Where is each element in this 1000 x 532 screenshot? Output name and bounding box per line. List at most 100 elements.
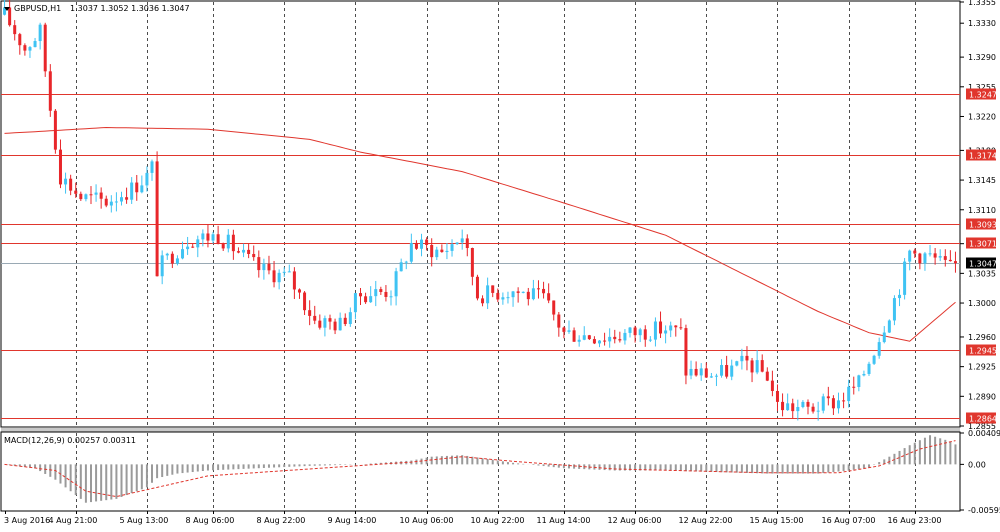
candle-body	[811, 406, 815, 412]
candle-body	[318, 320, 322, 328]
candle-body	[898, 294, 902, 299]
candle-body	[491, 285, 495, 293]
candle-body	[643, 329, 647, 340]
macd-panel[interactable]: 0.00409 0.00 -0.00595 MACD(12,26,9) 0.0025…	[0, 429, 1000, 515]
candle-body	[18, 34, 22, 46]
candle-body	[933, 253, 937, 258]
candle-body	[689, 368, 693, 376]
candle-body	[455, 242, 459, 245]
candle-body	[201, 233, 205, 240]
candle-body	[430, 244, 434, 258]
candle-body	[908, 250, 912, 262]
candle-body	[287, 271, 291, 273]
candle-body	[369, 296, 373, 303]
candle-body	[781, 401, 785, 411]
candle-body	[903, 261, 907, 295]
candle-body	[450, 244, 454, 251]
candle-body	[536, 288, 540, 290]
candle-body	[760, 360, 764, 372]
price-panel[interactable]: 1.33551.33301.32901.32551.32201.31801.31…	[0, 0, 997, 431]
candle-body	[364, 296, 368, 303]
candle-body	[267, 263, 271, 271]
candle-body	[206, 233, 210, 241]
candle-body	[353, 293, 357, 313]
candle-body	[481, 298, 485, 304]
candle-body	[297, 289, 301, 293]
candle-body	[84, 194, 88, 200]
x-tick-label: 3 Aug 2016	[4, 516, 50, 525]
candle-body	[618, 339, 622, 341]
candle-body	[475, 276, 479, 299]
candle-body	[699, 368, 703, 376]
candle-body	[852, 386, 856, 388]
y-tick-label: 1.3290	[968, 53, 996, 62]
candle-body	[94, 192, 98, 195]
candle-body	[221, 244, 225, 249]
candle-body	[181, 249, 185, 259]
candle-body	[150, 161, 154, 173]
candle-body	[394, 271, 398, 297]
candle-body	[816, 410, 820, 412]
candle-body	[714, 375, 718, 377]
candle-body	[470, 247, 474, 277]
candle-body	[89, 194, 93, 196]
panel-separator	[1, 428, 960, 432]
candle-body	[445, 250, 449, 253]
x-tick-label: 12 Aug 06:00	[608, 516, 662, 525]
macd-title: MACD(12,26,9) 0.00257 0.00311	[4, 436, 136, 445]
candle-body	[826, 396, 830, 399]
candle-body	[109, 201, 113, 206]
y-tick-label: 1.3255	[968, 83, 996, 92]
candle-body	[674, 325, 678, 328]
candle-body	[623, 332, 627, 341]
candle-body	[114, 201, 118, 203]
candle-body	[175, 258, 179, 264]
candle-body	[348, 312, 352, 325]
candle-body	[694, 368, 698, 376]
candle-body	[603, 340, 607, 342]
candle-body	[420, 239, 424, 249]
candle-body	[374, 289, 378, 297]
candle-body	[567, 330, 571, 332]
candle-body	[211, 234, 215, 241]
y-tick-label: 1.3355	[968, 0, 996, 7]
candle-body	[511, 291, 515, 298]
candle-body	[359, 293, 362, 297]
candle-body	[709, 376, 713, 378]
x-tick-label: 12 Aug 22:00	[679, 516, 733, 525]
candle-body	[399, 262, 403, 272]
candle-body	[64, 178, 68, 185]
x-tick-label: 4 Aug 21:00	[49, 516, 98, 525]
candle-body	[99, 192, 103, 199]
level-tag-value: 1.3247	[969, 91, 997, 100]
candle-body	[282, 271, 286, 273]
candle-body	[806, 401, 810, 407]
candle-body	[562, 327, 566, 332]
candle-body	[735, 361, 739, 366]
candle-body	[948, 259, 952, 262]
candle-body	[313, 315, 317, 321]
candle-body	[638, 329, 642, 336]
candle-body	[186, 246, 190, 250]
candle-body	[38, 24, 42, 42]
candle-body	[613, 336, 617, 340]
candle-body	[160, 255, 164, 277]
candle-body	[755, 360, 759, 373]
candle-body	[882, 332, 886, 343]
candle-body	[125, 197, 129, 200]
y-tick-label: 1.2890	[968, 392, 996, 401]
macd-y-tick-label: -0.00595	[968, 506, 1000, 515]
candle-body	[791, 403, 795, 412]
y-tick-label: 1.2925	[968, 363, 996, 372]
candle-body	[648, 339, 652, 341]
level-tag-value: 1.2945	[969, 347, 997, 356]
level-tags: 1.3247 1.3174 1.3093 1.3071 1.2945 1.2864	[966, 88, 997, 424]
candle-body	[577, 339, 581, 342]
candle-body	[404, 261, 408, 263]
candle-body	[867, 363, 871, 374]
candle-body	[526, 291, 530, 300]
x-tick-label: 16 Aug 23:00	[888, 516, 942, 525]
candle-body	[669, 325, 673, 331]
candle-body	[303, 292, 307, 311]
